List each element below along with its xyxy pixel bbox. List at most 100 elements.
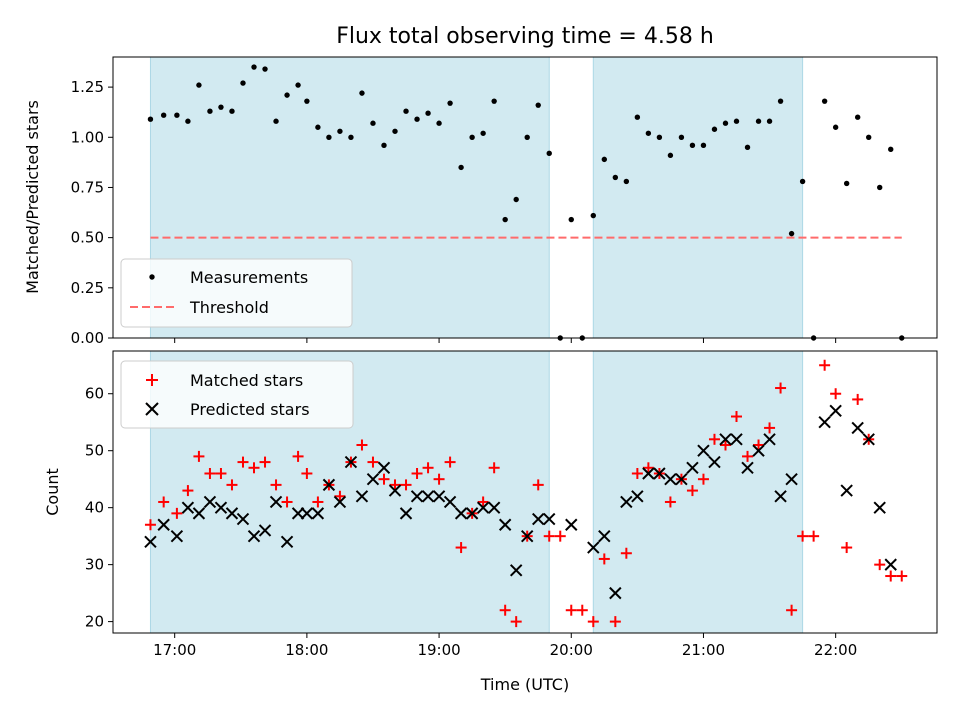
cross-bar bbox=[269, 495, 283, 509]
predicted-star-point bbox=[642, 467, 655, 480]
predicted-star-point bbox=[873, 501, 886, 514]
measurement-point bbox=[799, 178, 806, 185]
predicted-star-point bbox=[785, 472, 798, 486]
predicted-star-point bbox=[181, 501, 195, 514]
predicted-star-point bbox=[697, 444, 710, 457]
cross-bar bbox=[300, 507, 314, 520]
measurement-point bbox=[491, 98, 497, 104]
measurement-point bbox=[160, 112, 167, 118]
measurement-point bbox=[251, 64, 257, 70]
matched-star-point bbox=[819, 359, 831, 371]
predicted-star-point bbox=[498, 518, 512, 531]
measurement-point bbox=[832, 124, 839, 130]
measurement-point bbox=[502, 216, 508, 223]
matched-star-point bbox=[433, 473, 445, 485]
cross-bar bbox=[214, 501, 228, 514]
measurement-point bbox=[262, 66, 268, 72]
predicted-star-point bbox=[144, 535, 157, 549]
matched-star-point bbox=[841, 542, 853, 554]
matched-star-point bbox=[885, 570, 897, 582]
legend-matched-marker bbox=[146, 374, 158, 386]
measurement-point bbox=[888, 146, 894, 153]
predicted-star-point bbox=[300, 507, 314, 520]
matched-star-point bbox=[731, 411, 743, 423]
predicted-star-point bbox=[203, 495, 217, 509]
predicted-star-point bbox=[675, 472, 688, 486]
measurement-point bbox=[601, 156, 608, 163]
x-tick-label: 22:00 bbox=[814, 641, 857, 659]
legend-matched-label: Matched stars bbox=[190, 371, 303, 390]
x-tick-label: 17:00 bbox=[153, 641, 196, 659]
measurement-point bbox=[348, 134, 354, 140]
top-y-ticks: 0.00 0.25 0.50 0.75 1.00 1.25 bbox=[71, 78, 113, 347]
cross-bar bbox=[851, 421, 864, 435]
predicted-star-point bbox=[443, 495, 457, 509]
predicted-star-point bbox=[884, 558, 897, 571]
legend-measurements-marker bbox=[149, 274, 155, 280]
predicted-star-point bbox=[487, 501, 501, 514]
predicted-star-point bbox=[410, 490, 424, 503]
measurement-point bbox=[535, 102, 541, 108]
y-tick-label: 50 bbox=[85, 442, 104, 460]
cross-bar bbox=[774, 490, 787, 503]
measurement-point bbox=[240, 80, 246, 86]
predicted-star-point bbox=[719, 433, 732, 446]
measurement-point bbox=[744, 144, 751, 151]
matched-star-point bbox=[158, 496, 170, 508]
measurement-point bbox=[315, 124, 321, 130]
predicted-star-point bbox=[157, 518, 170, 531]
matched-star-point bbox=[697, 473, 709, 485]
predicted-star-point bbox=[388, 484, 402, 497]
matched-star-point bbox=[281, 496, 293, 508]
x-tick-label: 20:00 bbox=[550, 641, 593, 659]
cross-bar bbox=[741, 461, 754, 474]
cross-bar bbox=[785, 472, 798, 486]
top-legend: Measurements Threshold bbox=[120, 258, 353, 328]
matched-star-point bbox=[576, 604, 588, 616]
cross-bar bbox=[664, 472, 677, 486]
measurement-point bbox=[700, 142, 707, 149]
predicted-star-point bbox=[399, 507, 413, 520]
bottom-legend: Matched stars Predicted stars bbox=[120, 360, 354, 429]
measurement-point bbox=[207, 108, 213, 114]
matched-star-point bbox=[797, 530, 809, 542]
predicted-star-point bbox=[355, 490, 369, 503]
predicted-star-point bbox=[730, 433, 743, 446]
matched-star-point bbox=[248, 462, 260, 474]
cross-bar bbox=[631, 490, 644, 503]
matched-star-point bbox=[292, 450, 304, 462]
x-tick-label: 18:00 bbox=[285, 641, 328, 659]
matched-star-point bbox=[686, 485, 698, 497]
cross-bar bbox=[598, 529, 611, 543]
cross-bar bbox=[873, 501, 886, 514]
matched-star-point bbox=[182, 485, 194, 497]
cross-bar bbox=[280, 535, 294, 549]
cross-bar bbox=[487, 501, 501, 514]
y-tick-label: 0.75 bbox=[71, 178, 104, 196]
cross-bar bbox=[311, 507, 325, 520]
matched-star-point bbox=[896, 570, 908, 582]
cross-bar bbox=[609, 586, 622, 600]
cross-bar bbox=[829, 404, 842, 418]
predicted-star-point bbox=[454, 507, 468, 520]
predicted-star-point bbox=[366, 472, 380, 486]
matched-star-point bbox=[532, 479, 544, 491]
cross-bar bbox=[170, 529, 184, 543]
y-tick-label: 0.00 bbox=[71, 329, 104, 347]
predicted-star-point bbox=[587, 541, 600, 554]
predicted-star-point bbox=[631, 490, 644, 503]
cross-bar bbox=[181, 501, 195, 514]
cross-bar bbox=[157, 518, 170, 531]
cross-bar bbox=[344, 455, 358, 469]
predicted-star-point bbox=[653, 467, 666, 480]
matched-stars-points bbox=[144, 359, 908, 628]
predicted-star-point bbox=[543, 512, 556, 526]
measurement-point bbox=[229, 108, 235, 114]
matched-star-point bbox=[193, 450, 205, 462]
predicted-star-point bbox=[311, 507, 325, 520]
predicted-star-point bbox=[225, 507, 239, 520]
measurement-point bbox=[295, 82, 301, 88]
matched-star-point bbox=[764, 422, 776, 434]
cross-bar bbox=[752, 444, 765, 457]
measurement-point bbox=[877, 184, 883, 191]
